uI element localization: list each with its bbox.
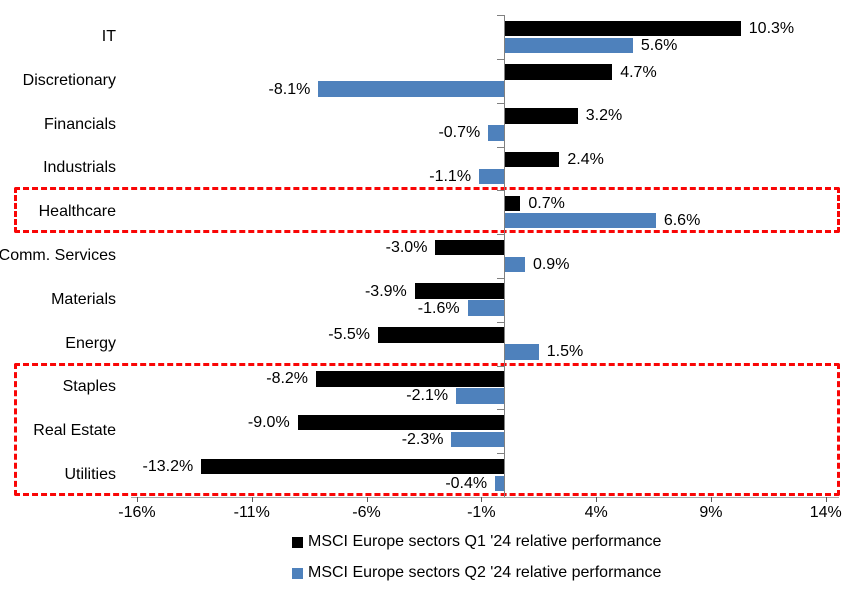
x-axis-tick-label-2: -6% [352,504,381,521]
bar-q2-discretionary [318,81,505,97]
bar-q1-it [504,20,741,36]
bar-q2-industrials [479,168,505,185]
y-axis-tick [497,58,504,60]
bar-q1-financials [504,108,578,124]
y-axis-line [503,15,505,497]
value-label-q1-staples: -8.2% [266,370,309,388]
legend-swatch-q2-icon [292,567,303,579]
bar-q2-comm-services [504,256,525,273]
x-axis-tick [710,497,712,502]
bar-q1-materials [414,283,505,299]
value-label-q2-real-estate: -2.3% [401,431,444,449]
x-axis-tick-label-6: 14% [809,504,842,521]
value-label-q1-energy: -5.5% [328,326,371,344]
highlight-box-defensives [14,362,840,496]
legend-item-q2: MSCI Europe sectors Q2 '24 relative perf… [292,564,661,582]
legend-label-q2: MSCI Europe sectors Q2 '24 relative perf… [308,564,662,581]
y-axis-tick [497,190,504,192]
y-axis-tick [497,15,504,16]
y-axis-tick [497,365,504,367]
category-label-utilities: Utilities [64,466,116,484]
bar-q2-staples [456,388,505,404]
bar-q1-comm-services [435,239,505,256]
bar-q1-discretionary [504,64,613,80]
x-axis-tick-label-4: 4% [584,504,608,521]
y-axis-tick [497,321,504,323]
value-label-q1-comm-services: -3.0% [385,238,428,256]
value-label-q2-healthcare: 6.6% [663,212,701,230]
value-label-q2-financials: -0.7% [438,124,481,142]
category-label-staples: Staples [62,378,116,396]
x-axis-tick [366,497,368,502]
bar-q2-real-estate [451,431,505,448]
value-label-q1-industrials: 2.4% [567,151,604,169]
legend-label-q1: MSCI Europe sectors Q1 '24 relative perf… [308,533,662,550]
category-label-healthcare: Healthcare [38,203,116,221]
value-label-q1-healthcare: 0.7% [528,195,565,213]
bar-q1-industrials [504,151,560,168]
value-label-q2-industrials: -1.1% [429,168,472,186]
value-label-q1-it: 10.3% [748,19,795,37]
y-axis-tick [497,234,504,236]
x-axis-tick [481,497,483,502]
legend: MSCI Europe sectors Q1 '24 relative perf… [292,533,661,582]
y-axis-tick [497,409,504,411]
bar-q2-healthcare [504,212,656,229]
value-label-q2-utilities: -0.4% [445,474,488,492]
y-axis-tick [497,146,504,148]
category-label-it: IT [101,27,116,45]
category-label-industrials: Industrials [43,159,116,177]
category-label-comm-services: Comm. Services [0,246,116,264]
value-label-q1-materials: -3.9% [364,282,407,300]
value-label-q2-it: 5.6% [640,36,678,54]
category-label-real-estate: Real Estate [33,422,116,440]
value-label-q2-comm-services: 0.9% [532,255,570,273]
bar-q2-energy [504,344,539,360]
value-label-q2-staples: -2.1% [406,387,449,405]
y-axis-tick [497,277,504,279]
x-axis-tick-label-0: -16% [118,504,156,521]
x-axis-tick [596,497,598,502]
value-label-q1-utilities: -13.2% [142,457,194,475]
value-label-q1-discretionary: 4.7% [620,63,657,81]
bar-q2-financials [488,125,505,141]
category-label-energy: Energy [65,334,116,352]
bar-q2-utilities [495,475,505,492]
value-label-q2-materials: -1.6% [417,299,460,317]
bar-q1-utilities [201,458,505,475]
value-label-q2-discretionary: -8.1% [268,80,311,98]
y-axis-tick [497,453,504,455]
x-axis-tick [251,497,253,502]
bar-q1-healthcare [504,195,521,212]
y-axis-tick [497,102,504,104]
highlight-box-healthcare [14,187,840,234]
value-label-q2-energy: 1.5% [546,343,584,361]
bar-q2-it [504,37,633,53]
bar-q1-staples [316,371,505,387]
x-axis-tick-label-3: -1% [467,504,496,521]
x-axis-tick-label-1: -11% [233,504,270,521]
category-label-materials: Materials [51,290,116,308]
x-axis-tick [825,497,827,502]
category-label-financials: Financials [43,115,116,133]
bar-q1-energy [378,327,505,343]
bar-q2-materials [467,300,505,316]
legend-item-q1: MSCI Europe sectors Q1 '24 relative perf… [292,533,661,551]
value-label-q1-financials: 3.2% [585,107,623,125]
legend-swatch-q1-icon [292,536,303,548]
bar-q1-real-estate [297,414,505,431]
category-label-discretionary: Discretionary [22,71,116,89]
value-label-q1-real-estate: -9.0% [247,414,290,432]
x-axis-tick [136,497,138,502]
x-axis-tick-label-5: 9% [699,504,723,521]
x-axis-line [131,497,839,498]
